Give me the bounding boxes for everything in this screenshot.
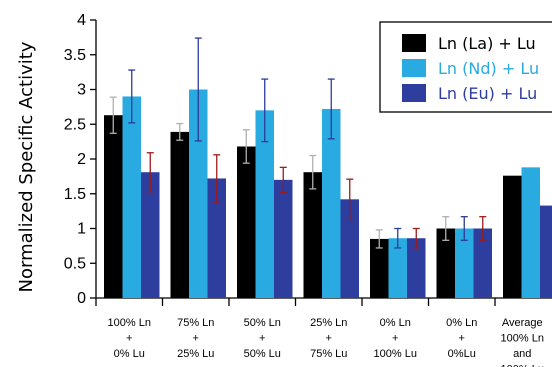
bar-1-7 <box>503 175 522 298</box>
error-bar-2-1 <box>128 69 136 124</box>
legend-swatch-1 <box>402 34 426 52</box>
y-tick-label: 4 <box>77 12 86 29</box>
error-bar-1-4 <box>309 154 317 190</box>
x-tick-label: 100% Ln <box>108 317 151 329</box>
legend-swatch-2 <box>402 59 426 77</box>
error-bar-1-3 <box>242 129 250 164</box>
y-tick-label: 0 <box>77 290 86 307</box>
error-bar-1-5 <box>375 229 383 249</box>
x-tick-label: + <box>193 333 199 345</box>
legend-swatch-3 <box>402 84 426 102</box>
bar-2-1 <box>122 96 141 298</box>
error-bar-2-5 <box>394 227 402 249</box>
y-tick-label: 3 <box>77 82 86 99</box>
bar-2-3 <box>255 110 274 298</box>
bar-1-3 <box>237 146 256 298</box>
error-bar-3-3 <box>279 166 287 194</box>
x-tick-label: 0%Lu <box>448 348 476 360</box>
bar-1-1 <box>104 115 123 298</box>
x-tick-label: 100% Lu <box>374 348 417 360</box>
error-bar-1-2 <box>176 122 184 141</box>
error-bar-2-4 <box>327 78 335 140</box>
y-axis-label: Normalized Specific Activity <box>16 41 37 292</box>
bar-1-2 <box>170 131 189 298</box>
bar-2-2 <box>189 89 208 298</box>
bar-2-5 <box>388 238 407 298</box>
y-tick-label: 2 <box>77 151 86 168</box>
bar-1-5 <box>370 238 389 298</box>
x-tick-label: Average <box>502 317 543 329</box>
bar-3-7 <box>540 205 552 298</box>
x-tick-label: 50% Ln <box>244 317 281 329</box>
error-bar-3-5 <box>412 227 420 249</box>
error-bar-3-2 <box>213 154 221 203</box>
bar-3-1 <box>141 172 160 298</box>
bar-2-7 <box>521 167 540 298</box>
y-tick-label: 1.5 <box>64 186 86 203</box>
error-bar-1-1 <box>109 96 117 134</box>
bar-1-4 <box>303 172 322 298</box>
bar-3-6 <box>473 228 492 298</box>
y-tick-label: 0.5 <box>64 255 86 272</box>
x-tick-label: + <box>392 333 398 345</box>
x-tick-label: + <box>326 333 332 345</box>
x-tick-label: 100% Lu <box>501 364 544 367</box>
x-tick-label: 25% Ln <box>310 317 347 329</box>
bar-1-6 <box>436 228 455 298</box>
bar-3-2 <box>207 178 226 298</box>
y-tick-label: 1 <box>77 221 86 238</box>
error-bar-3-6 <box>479 216 487 241</box>
y-tick-label: 3.5 <box>64 47 86 64</box>
legend: Ln (La) + Lu Ln (Nd) + Lu Ln (Eu) + Lu <box>379 21 552 113</box>
x-tick-label: 50% Lu <box>244 348 281 360</box>
bar-2-6 <box>455 228 474 298</box>
bar-2-4 <box>322 108 341 299</box>
bar-3-5 <box>407 238 426 298</box>
bar-3-4 <box>340 199 359 298</box>
x-tick-label: + <box>126 333 132 345</box>
error-bar-2-2 <box>194 37 202 142</box>
error-bar-2-6 <box>460 216 468 241</box>
x-tick-label: + <box>259 333 265 345</box>
category-labels: 100% Ln +0% Lu 75% Ln +25% Lu 50% Ln +50% Lu 2… <box>108 317 544 367</box>
x-tick-label: 75% Ln <box>177 317 214 329</box>
error-bar-2-3 <box>261 78 269 143</box>
error-bar-3-4 <box>346 178 354 221</box>
x-tick-label: 0% Ln <box>446 317 477 329</box>
x-tick-label: 25% Lu <box>177 348 214 360</box>
x-tick-label: 100% Ln <box>501 333 544 345</box>
x-tick-label: 0% Lu <box>114 348 145 360</box>
error-bar-1-6 <box>442 216 450 241</box>
bar-3-3 <box>274 179 293 298</box>
y-tick-label: 2.5 <box>64 116 86 133</box>
x-tick-label: + <box>459 333 465 345</box>
legend-label-1: Ln (La) + Lu <box>438 34 536 53</box>
bars <box>104 89 552 299</box>
legend-label-2: Ln (Nd) + Lu <box>438 59 539 78</box>
x-tick-label: and <box>513 348 531 360</box>
legend-label-3: Ln (Eu) + Lu <box>438 84 537 103</box>
error-bar-3-1 <box>146 152 154 193</box>
error-bars <box>109 37 487 249</box>
x-tick-label: 75% Lu <box>310 348 347 360</box>
x-tick-label: 0% Ln <box>380 317 411 329</box>
